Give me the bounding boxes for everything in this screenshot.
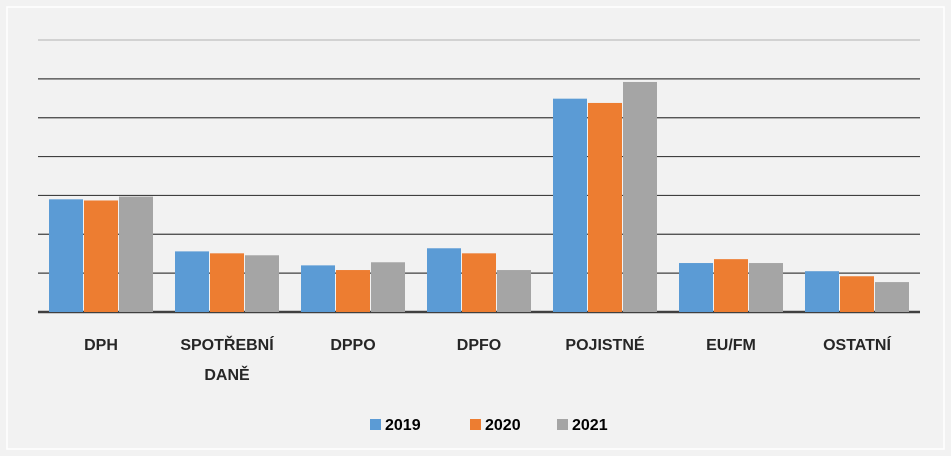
bar (301, 265, 335, 312)
bar (588, 102, 622, 312)
bar (427, 248, 461, 312)
bar (714, 259, 748, 312)
legend-label: 2019 (385, 417, 421, 434)
bar (49, 199, 83, 312)
legend-swatch (370, 419, 381, 430)
bar (175, 251, 209, 312)
x-tick-label: EU/FM (706, 337, 756, 354)
bar (875, 282, 909, 312)
bar (497, 270, 531, 312)
bar (553, 98, 587, 312)
bar (84, 200, 118, 312)
x-tick-label: DPPO (330, 337, 376, 354)
bar (119, 196, 153, 312)
bar (245, 255, 279, 312)
bar (371, 262, 405, 312)
x-tick-label: DPH (84, 337, 118, 354)
bar (749, 263, 783, 312)
x-tick-label: OSTATNÍ (823, 337, 891, 354)
bar (805, 271, 839, 312)
x-tick-label: DPFO (456, 337, 502, 354)
legend-label: 2021 (572, 417, 608, 434)
legend-label: 2020 (485, 417, 521, 434)
bar (679, 263, 713, 312)
bar (840, 276, 874, 312)
legend-swatch (557, 419, 568, 430)
frame (6, 6, 945, 450)
x-tick-label: SPOTŘEBNÍ DANĚ (180, 337, 274, 384)
bar (623, 81, 657, 312)
bar (210, 253, 244, 312)
legend-swatch (470, 419, 481, 430)
x-tick-label: POJISTNÉ (565, 337, 645, 354)
bar (462, 253, 496, 312)
bar (336, 270, 370, 312)
